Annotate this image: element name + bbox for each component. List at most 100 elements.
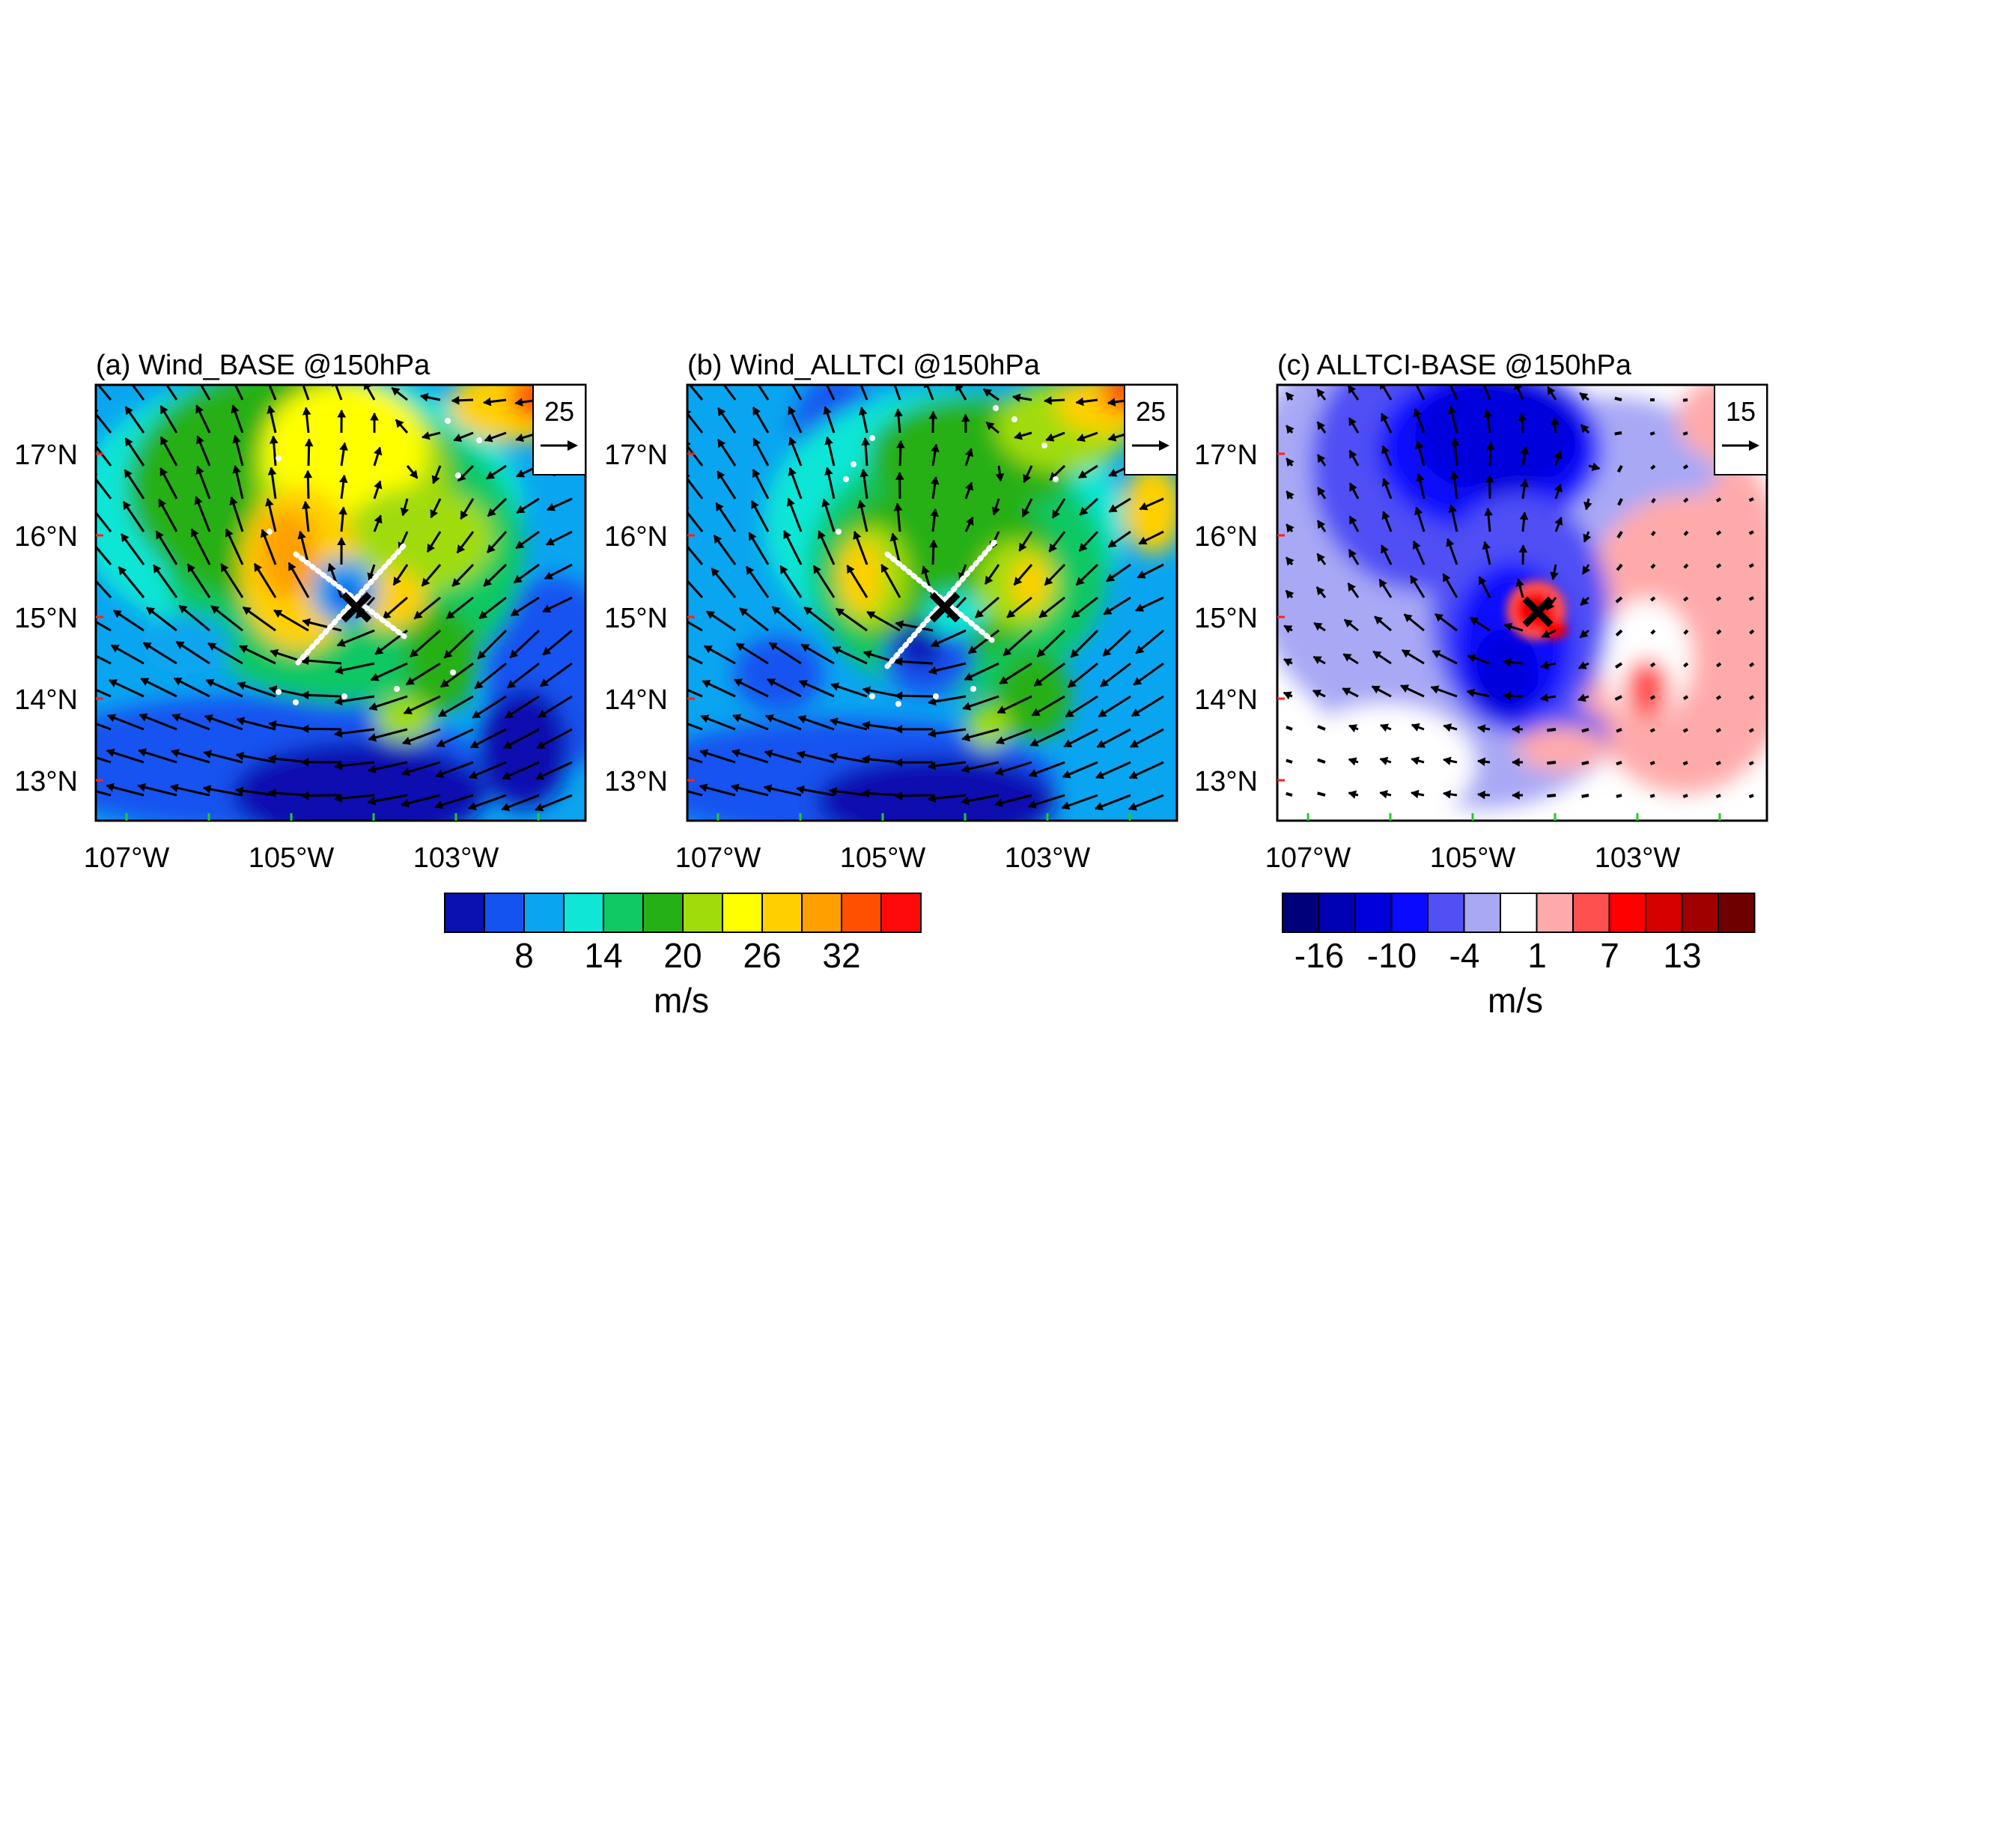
wind-vector-head-icon bbox=[668, 784, 675, 791]
colorbar-swatch bbox=[1573, 893, 1610, 932]
wind-vector-icon bbox=[1547, 795, 1556, 796]
reference-vector-box: 25 bbox=[533, 385, 585, 475]
colorbar-unit: m/s bbox=[1488, 981, 1543, 1020]
wind-vector-icon bbox=[1750, 729, 1753, 732]
colorbar-label: -16 bbox=[1294, 936, 1344, 975]
y-tick-label: 15°N bbox=[604, 603, 668, 634]
colorbar-label: 13 bbox=[1663, 936, 1701, 975]
y-tick-label: 16°N bbox=[14, 521, 78, 553]
wind-vector-head-icon bbox=[87, 536, 94, 544]
wind-vector-icon bbox=[1651, 729, 1655, 732]
y-tick-label: 17°N bbox=[1194, 440, 1258, 471]
wind-vector-icon bbox=[1547, 762, 1556, 763]
wind-vector-icon bbox=[1650, 795, 1655, 797]
colorbar-swatch bbox=[1718, 893, 1755, 932]
colorbar-swatch bbox=[484, 893, 524, 932]
colorbar-swatch bbox=[762, 893, 802, 932]
wind-vector-head-icon bbox=[678, 571, 686, 578]
wind-vector-icon bbox=[1286, 794, 1292, 795]
colorbar-swatch bbox=[564, 893, 603, 932]
wind-vector-head-icon bbox=[672, 648, 679, 654]
colorbar-label: 32 bbox=[822, 936, 860, 975]
colorbar-swatch bbox=[1392, 893, 1429, 932]
y-tick-label: 13°N bbox=[14, 766, 78, 797]
wind-vector-head-icon bbox=[88, 504, 96, 511]
colorbar-swatches bbox=[445, 893, 921, 932]
y-tick-label: 14°N bbox=[604, 684, 668, 716]
panel-a-title: (a) Wind_BASE @150hPa bbox=[96, 350, 430, 381]
y-tick-label: 14°N bbox=[1194, 684, 1258, 716]
colorbar-label: 1 bbox=[1527, 936, 1547, 975]
colorbar-swatch bbox=[1283, 893, 1319, 932]
wind-vector-icon bbox=[1717, 696, 1720, 699]
colorbar-swatch bbox=[802, 893, 842, 932]
wind-vector-head-icon bbox=[81, 613, 88, 620]
colorbar-difference: -16 -10 -4 1 7 13 m/s bbox=[1283, 893, 1755, 1020]
colorbar-swatch bbox=[445, 893, 484, 932]
wind-vector-icon bbox=[1717, 762, 1720, 765]
wind-vector-head-icon bbox=[680, 538, 687, 545]
wind-vector-icon bbox=[1684, 696, 1688, 699]
colorbar-label: -10 bbox=[1367, 936, 1417, 975]
colorbar-swatch bbox=[881, 893, 921, 932]
colorbar-swatch bbox=[643, 893, 683, 932]
colorbar-swatch bbox=[842, 893, 881, 932]
wind-vector-icon bbox=[1286, 760, 1292, 762]
reference-vector-value: 25 bbox=[544, 396, 574, 427]
wind-vector-icon bbox=[1650, 433, 1655, 434]
wind-vector-icon bbox=[1717, 499, 1720, 501]
colorbar-swatch bbox=[1428, 893, 1464, 932]
reference-vector-box: 25 bbox=[1125, 385, 1177, 475]
wind-vector-icon bbox=[1683, 400, 1688, 401]
colorbar-swatch bbox=[1464, 893, 1501, 932]
wind-vector-icon bbox=[1615, 398, 1622, 400]
colorbar-swatch bbox=[1500, 893, 1537, 932]
x-tick-label: 103°W bbox=[1005, 842, 1091, 874]
y-tick-label: 17°N bbox=[604, 440, 668, 471]
x-tick-label: 107°W bbox=[675, 842, 761, 874]
colorbar-swatch bbox=[1610, 893, 1646, 932]
colorbar-swatch bbox=[1537, 893, 1574, 932]
reference-vector-value: 15 bbox=[1726, 396, 1756, 427]
x-tick-label: 105°W bbox=[840, 842, 926, 874]
x-tick-label: 107°W bbox=[84, 842, 170, 874]
x-tick-label: 105°W bbox=[1430, 842, 1516, 874]
y-tick-label: 15°N bbox=[1194, 603, 1258, 634]
wind-vector-head-icon bbox=[670, 681, 678, 688]
colorbar-swatch bbox=[524, 893, 564, 932]
wind-vector-icon bbox=[1318, 793, 1325, 795]
colorbar-speed: 8 14 20 26 32 m/s bbox=[445, 893, 921, 1020]
panel-c: (c) ALLTCI-BASE @150hPa bbox=[1194, 329, 1797, 874]
wind-vector-icon bbox=[1582, 729, 1589, 731]
colorbar-label: 7 bbox=[1600, 936, 1619, 975]
wind-vector-head-icon bbox=[76, 715, 84, 722]
wind-vector-icon bbox=[1750, 696, 1753, 699]
wind-vector-icon bbox=[1650, 762, 1655, 764]
wind-vector-icon bbox=[1750, 532, 1753, 534]
x-tick-label: 103°W bbox=[413, 842, 499, 874]
colorbar-swatch bbox=[1682, 893, 1719, 932]
colorbar-swatch bbox=[722, 893, 762, 932]
wind-vector-icon bbox=[1684, 466, 1688, 468]
y-tick-label: 14°N bbox=[14, 684, 78, 716]
x-tick-label: 103°W bbox=[1595, 842, 1681, 874]
colorbar-unit: m/s bbox=[654, 981, 709, 1020]
wind-vector-icon bbox=[1717, 565, 1720, 568]
y-tick-label: 13°N bbox=[1194, 766, 1258, 797]
y-tick-label: 17°N bbox=[14, 440, 78, 471]
wind-vector-icon bbox=[1750, 762, 1753, 765]
wind-vector-icon bbox=[1683, 795, 1688, 797]
y-tick-label: 16°N bbox=[604, 521, 668, 553]
wind-vector-icon bbox=[1286, 727, 1292, 729]
wind-vector-icon bbox=[1717, 598, 1720, 600]
colorbar-swatch bbox=[1355, 893, 1392, 932]
wind-vector-icon bbox=[1652, 499, 1655, 502]
colorbar-swatch bbox=[603, 893, 643, 932]
colorbar-label: 14 bbox=[584, 936, 622, 975]
x-tick-label: 105°W bbox=[249, 842, 335, 874]
wind-vector-icon bbox=[1615, 433, 1622, 434]
wind-vector-icon bbox=[1749, 795, 1753, 797]
colorbar-swatches bbox=[1283, 893, 1755, 932]
y-tick-label: 16°N bbox=[1194, 521, 1258, 553]
